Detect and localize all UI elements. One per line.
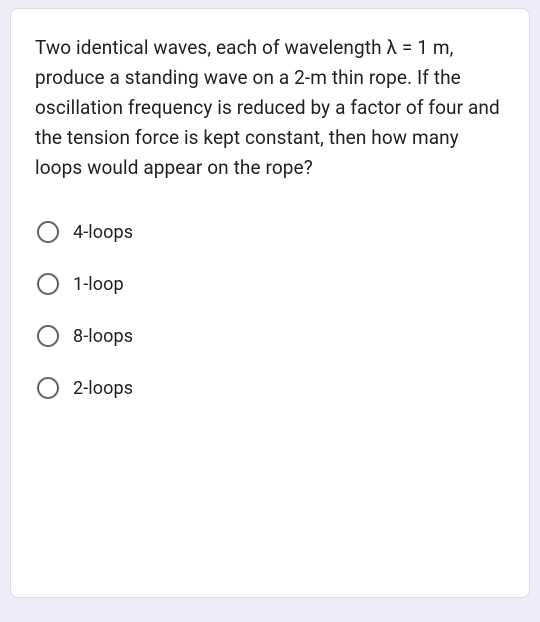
option-row[interactable]: 8-loops bbox=[37, 315, 505, 357]
option-label: 1-loop bbox=[73, 274, 124, 295]
question-text: Two identical waves, each of wavelength … bbox=[35, 33, 505, 183]
option-label: 8-loops bbox=[73, 326, 133, 347]
radio-icon[interactable] bbox=[37, 221, 59, 243]
radio-icon[interactable] bbox=[37, 273, 59, 295]
question-card: Two identical waves, each of wavelength … bbox=[10, 8, 530, 598]
options-group: 4-loops 1-loop 8-loops 2-loops bbox=[35, 211, 505, 409]
option-label: 4-loops bbox=[73, 222, 133, 243]
option-row[interactable]: 1-loop bbox=[37, 263, 505, 305]
radio-icon[interactable] bbox=[37, 325, 59, 347]
option-row[interactable]: 4-loops bbox=[37, 211, 505, 253]
option-label: 2-loops bbox=[73, 378, 133, 399]
option-row[interactable]: 2-loops bbox=[37, 367, 505, 409]
radio-icon[interactable] bbox=[37, 377, 59, 399]
page-background: Two identical waves, each of wavelength … bbox=[0, 0, 540, 622]
